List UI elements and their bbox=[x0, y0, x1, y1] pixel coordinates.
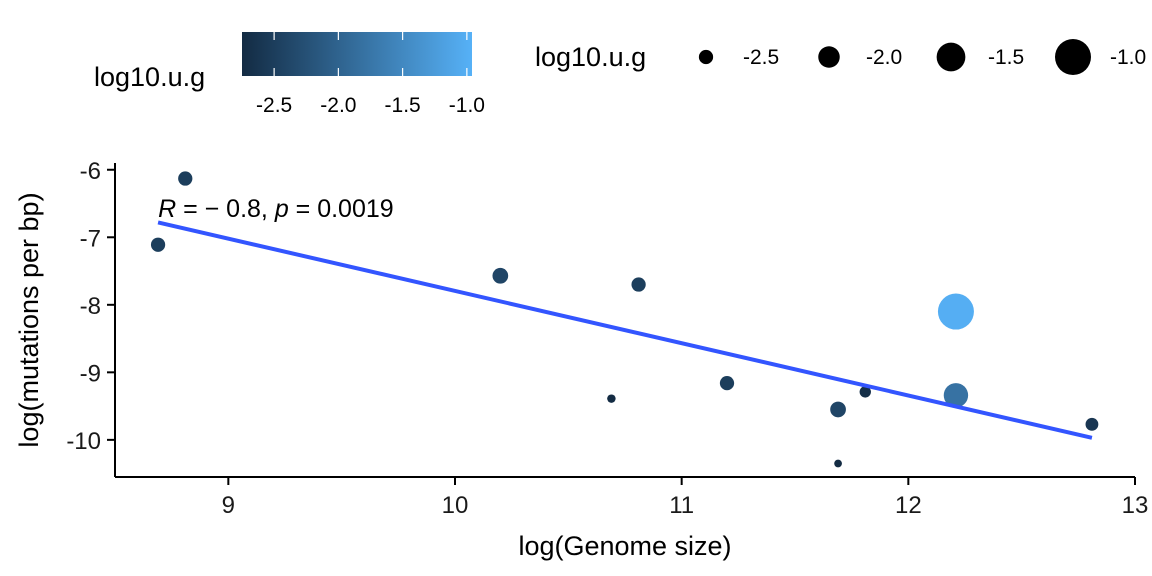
regression-line bbox=[157, 220, 1093, 440]
size-legend: log10.u.g -2.5 -2.0 -1.5 -1.0 bbox=[535, 39, 1146, 75]
x-tick-label: 12 bbox=[895, 492, 922, 519]
color-legend: log10.u.g -2.5 -2.0 -1.5 -1.0 bbox=[94, 32, 485, 117]
data-point bbox=[943, 383, 969, 408]
x-tick-label: 9 bbox=[222, 492, 235, 519]
axes: 9 10 11 12 13 -6 -7 -8 -9 -10 log(Genome size) l… bbox=[14, 158, 1148, 561]
x-tick-label: 11 bbox=[669, 492, 694, 519]
annotation-r-value: = − 0.8, bbox=[176, 195, 275, 223]
data-point bbox=[178, 171, 193, 186]
size-legend-key bbox=[1055, 39, 1091, 75]
correlation-annotation: R = − 0.8, p = 0.0019 bbox=[158, 195, 394, 223]
annotation-p-value: = 0.0019 bbox=[289, 195, 394, 223]
y-tick-label: -9 bbox=[80, 360, 101, 387]
size-legend-key bbox=[698, 49, 714, 65]
colorbar-ticks: -2.5 -2.0 -1.5 -1.0 bbox=[256, 32, 485, 117]
x-ticks: 9 10 11 12 13 bbox=[222, 477, 1149, 519]
data-point bbox=[937, 293, 974, 330]
y-tick-label: -10 bbox=[66, 428, 101, 455]
size-legend-label: -1.0 bbox=[1110, 46, 1146, 69]
data-point bbox=[492, 267, 509, 284]
size-legend-label: -2.5 bbox=[743, 46, 779, 69]
data-point bbox=[1085, 417, 1099, 431]
annotation-p-label: p bbox=[274, 195, 289, 223]
colorbar-tick-label: -1.0 bbox=[449, 94, 485, 117]
data-point bbox=[607, 394, 616, 403]
y-tick-label: -8 bbox=[80, 293, 101, 320]
data-point bbox=[859, 386, 871, 398]
x-axis-title: log(Genome size) bbox=[518, 531, 731, 561]
y-axis-title: log(mutations per bp) bbox=[14, 192, 44, 447]
size-legend-label: -2.0 bbox=[866, 46, 902, 69]
data-point bbox=[631, 277, 646, 292]
size-legend-key bbox=[818, 46, 840, 68]
colorbar-tick-label: -1.5 bbox=[385, 94, 421, 117]
size-legend-title: log10.u.g bbox=[535, 42, 646, 72]
data-points bbox=[150, 171, 1099, 468]
colorbar bbox=[242, 32, 472, 76]
data-point bbox=[719, 376, 735, 391]
x-tick-label: 10 bbox=[442, 492, 469, 519]
x-tick-label: 13 bbox=[1122, 492, 1149, 519]
size-legend-key bbox=[936, 42, 966, 72]
data-point bbox=[830, 401, 846, 418]
y-tick-label: -6 bbox=[80, 158, 101, 185]
y-ticks: -6 -7 -8 -9 -10 bbox=[66, 158, 115, 455]
data-point bbox=[150, 237, 166, 252]
plot-area: R = − 0.8, p = 0.0019 bbox=[150, 171, 1099, 468]
annotation-r-label: R bbox=[158, 195, 176, 223]
colorbar-tick-label: -2.0 bbox=[320, 94, 356, 117]
color-legend-title: log10.u.g bbox=[94, 62, 205, 92]
colorbar-tick-label: -2.5 bbox=[256, 94, 292, 117]
size-legend-label: -1.5 bbox=[988, 46, 1024, 69]
y-tick-label: -7 bbox=[80, 225, 101, 252]
data-point bbox=[834, 459, 842, 468]
